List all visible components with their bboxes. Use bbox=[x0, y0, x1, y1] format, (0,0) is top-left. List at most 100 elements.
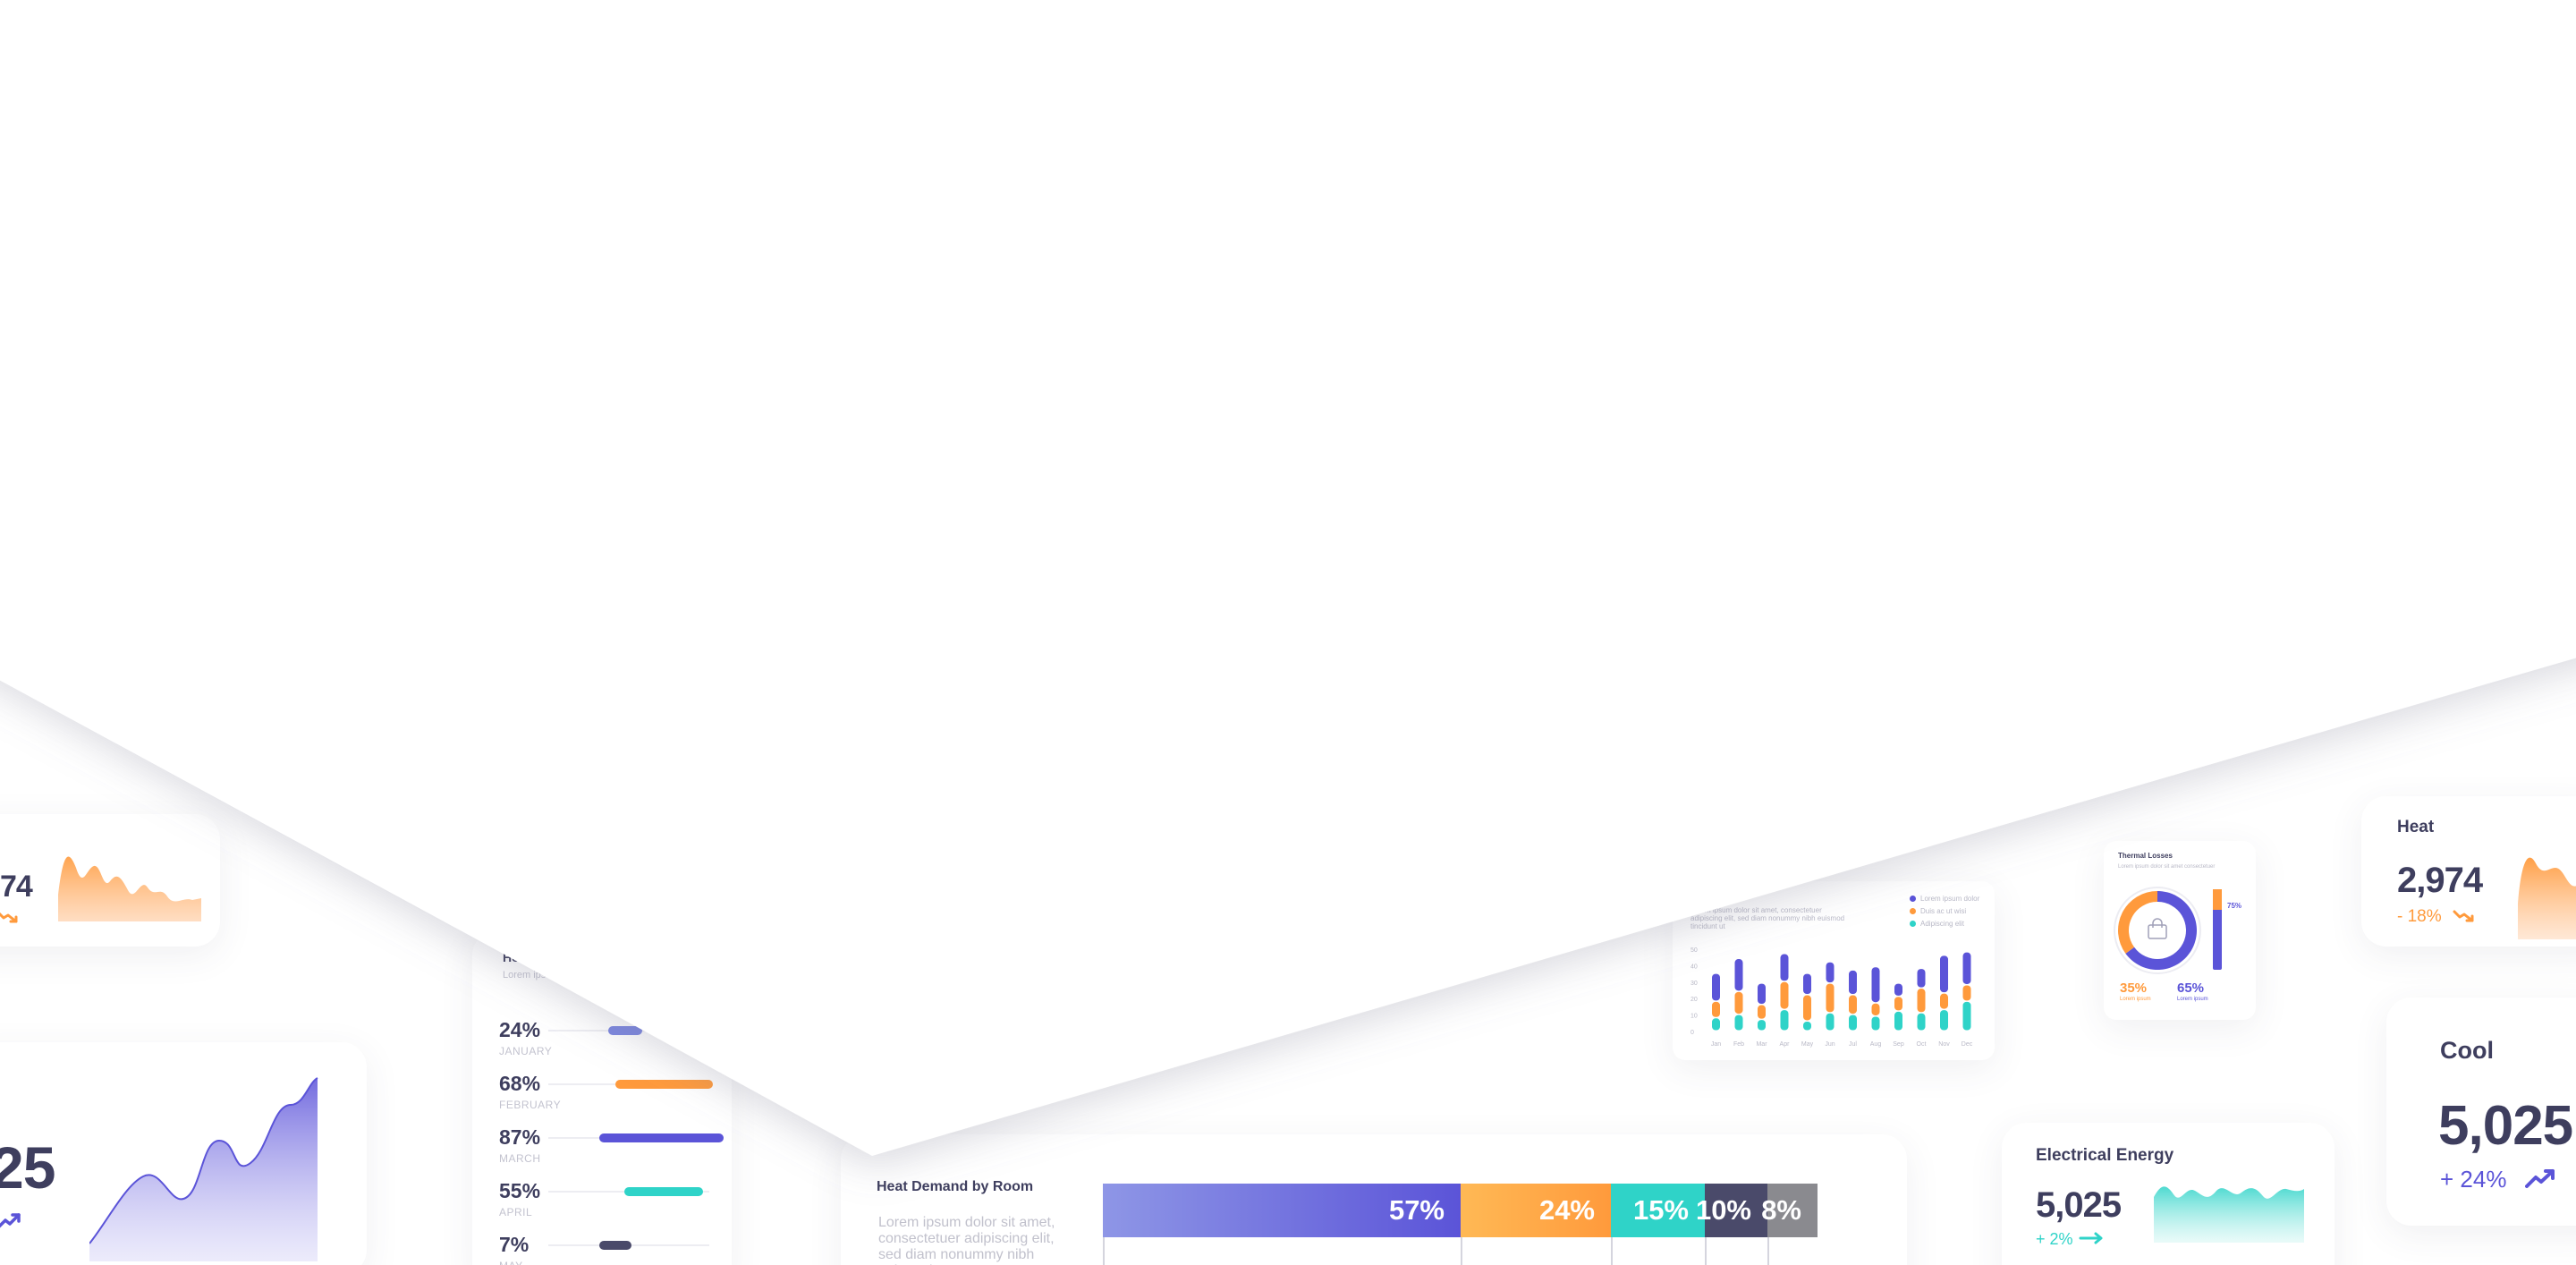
stacked-bar-segment bbox=[1780, 954, 1789, 981]
thermal-losses-card: Thermal Losses Lorem ipsum dolor sit ame… bbox=[2104, 841, 2256, 1020]
cool-area-chart bbox=[89, 1077, 318, 1261]
heat-stat-card: Heat 2,974 - 18% bbox=[2361, 796, 2576, 947]
month-name: MARCH bbox=[499, 1152, 541, 1165]
legend-dot bbox=[1910, 895, 1916, 902]
legend-dot bbox=[1910, 907, 1916, 914]
purple-caption: Lorem ipsum bbox=[2177, 997, 2208, 1002]
stacked-bar-segment bbox=[1962, 1001, 1971, 1031]
stacked-bar-segment bbox=[1940, 993, 1948, 1009]
month-name: JANUARY bbox=[499, 1045, 553, 1057]
stacked-bar-segment bbox=[1917, 969, 1926, 988]
x-tick-label: Jan bbox=[1711, 1041, 1721, 1048]
stacked-bar-segment bbox=[1803, 1021, 1811, 1031]
heat-demand-segment: 8% bbox=[1761, 1184, 1818, 1237]
stacked-bar-segment bbox=[1849, 970, 1857, 995]
legend-label: Adipiscing elit bbox=[1920, 919, 1964, 928]
stat-delta: + 24% bbox=[2440, 1166, 2507, 1193]
stacked-bar-segment bbox=[1712, 1001, 1720, 1017]
stacked-bar-segment bbox=[1734, 991, 1743, 1015]
side-progress-top bbox=[2213, 889, 2222, 910]
description-line: adipiscing elit, sed diam nonummy nibh e… bbox=[1690, 914, 1845, 930]
card-subtitle: Lorem ipsu bbox=[503, 970, 552, 981]
month-row: 68% FEBRUARY bbox=[499, 1072, 732, 1125]
stacked-bar-segment bbox=[1917, 1013, 1926, 1031]
y-tick-label: 50 bbox=[1690, 947, 1698, 954]
stacked-bar-segment bbox=[1780, 981, 1789, 1009]
progress-fill bbox=[624, 1187, 703, 1196]
stat-value: 2,974 bbox=[2397, 861, 2483, 900]
stacked-bar-segment bbox=[1894, 983, 1902, 996]
x-tick-label: Oct bbox=[1917, 1041, 1927, 1048]
stacked-bar-segment bbox=[1849, 995, 1857, 1015]
x-tick-label: Aug bbox=[1870, 1041, 1882, 1048]
card-title: Heat bbox=[2397, 818, 2435, 836]
progress-fill bbox=[599, 1241, 631, 1250]
progress-fill bbox=[599, 1133, 724, 1142]
month-name: MAY bbox=[499, 1260, 523, 1265]
y-tick-label: 30 bbox=[1690, 981, 1698, 987]
x-tick-label: Mar bbox=[1756, 1041, 1767, 1048]
stacked-bar-segment bbox=[1849, 1015, 1857, 1031]
stacked-bar-segment bbox=[1803, 995, 1811, 1021]
heat-sparkline bbox=[58, 856, 201, 921]
stacked-bar-segment bbox=[1826, 983, 1835, 1013]
stacked-bar-segment bbox=[1940, 1010, 1948, 1031]
segment-divider bbox=[1461, 1237, 1462, 1265]
chart-legend: Lorem ipsum dolor Duis ac ut wisi Adipisci… bbox=[1910, 892, 1990, 930]
card-title: Cool bbox=[2440, 1037, 2494, 1064]
month-percent: 24% bbox=[499, 1018, 541, 1041]
segment-divider bbox=[1611, 1237, 1613, 1265]
progress-fill bbox=[615, 1080, 713, 1089]
card-subtitle: Lorem ipsum dolor sit amet consectetuer bbox=[2118, 864, 2216, 870]
segment-divider bbox=[1767, 1237, 1769, 1265]
month-percent: 55% bbox=[499, 1179, 541, 1202]
heat-demand-bar: 57% 24% 15% 10% 8% bbox=[1103, 1184, 1818, 1265]
card-title: Electrical Energy bbox=[2036, 1146, 2174, 1165]
x-tick-label: Jun bbox=[1825, 1041, 1835, 1048]
month-name: APRIL bbox=[499, 1206, 533, 1218]
x-tick-label: Dec bbox=[1962, 1041, 1973, 1048]
trend-up-icon bbox=[2525, 1169, 2555, 1188]
month-percent: 7% bbox=[499, 1233, 530, 1256]
stacked-bar-segment bbox=[1871, 1003, 1880, 1015]
monthly-percentages-card: Ho Lorem ipsu 24% JANUARY 68% FEBRUARY 87% MA… bbox=[472, 930, 732, 1265]
heat-demand-segment: 15% bbox=[1611, 1184, 1705, 1237]
card-title: Heat Demand by Room bbox=[877, 1179, 1034, 1194]
card-body: Lorem ipsum dolor sit amet, consectetuer… bbox=[878, 1215, 1055, 1265]
stacked-bar-segment bbox=[1826, 962, 1835, 983]
month-row: 7% MAY bbox=[499, 1233, 732, 1265]
stacked-bar-segment bbox=[1917, 989, 1926, 1013]
card-title: Thermal Losses bbox=[2118, 852, 2173, 860]
stacked-bar-segment bbox=[1826, 1013, 1835, 1031]
stacked-bar-segment bbox=[1734, 1015, 1743, 1031]
stacked-bar-segment bbox=[1894, 997, 1902, 1011]
shopping-bag-icon bbox=[2148, 918, 2167, 939]
legend-label: Duis ac ut wisi bbox=[1920, 906, 1967, 915]
y-tick-label: 20 bbox=[1690, 997, 1698, 1003]
stacked-chart-card: Lorem ipsum dolor sit amet, consectetuer… bbox=[1673, 881, 1995, 1060]
stacked-bar-segment bbox=[1780, 1010, 1789, 1031]
stat-value: 74 bbox=[0, 870, 33, 904]
month-name: FEBRUARY bbox=[499, 1099, 562, 1111]
heat-demand-segment: 24% bbox=[1461, 1184, 1611, 1237]
stacked-bar-segment bbox=[1871, 967, 1880, 1003]
heat-demand-segment: 10% bbox=[1696, 1184, 1767, 1237]
stat-delta: + 2% bbox=[2036, 1230, 2073, 1248]
x-tick-label: Apr bbox=[1780, 1041, 1791, 1048]
month-percent: 68% bbox=[499, 1072, 541, 1095]
stacked-bar-segment bbox=[1803, 973, 1811, 995]
x-tick-label: Sep bbox=[1893, 1041, 1904, 1048]
stat-value: 25 bbox=[0, 1134, 55, 1201]
month-percent: 87% bbox=[499, 1125, 541, 1149]
orange-pct: 35% bbox=[2120, 981, 2148, 996]
chart-description: Lorem ipsum dolor sit amet, consectetuer… bbox=[1690, 906, 1869, 930]
stat-value: 5,025 bbox=[2036, 1185, 2122, 1225]
stat-value: 5,025 bbox=[2438, 1095, 2573, 1157]
stacked-bar-segment bbox=[1871, 1016, 1880, 1031]
x-tick-label: May bbox=[1801, 1041, 1814, 1048]
y-tick-label: 10 bbox=[1690, 1014, 1698, 1020]
trend-flat-icon bbox=[2079, 1232, 2103, 1244]
segment-divider bbox=[1705, 1237, 1707, 1265]
legend-item: Lorem ipsum dolor bbox=[1910, 892, 1990, 904]
segment-divider bbox=[1103, 1237, 1105, 1265]
